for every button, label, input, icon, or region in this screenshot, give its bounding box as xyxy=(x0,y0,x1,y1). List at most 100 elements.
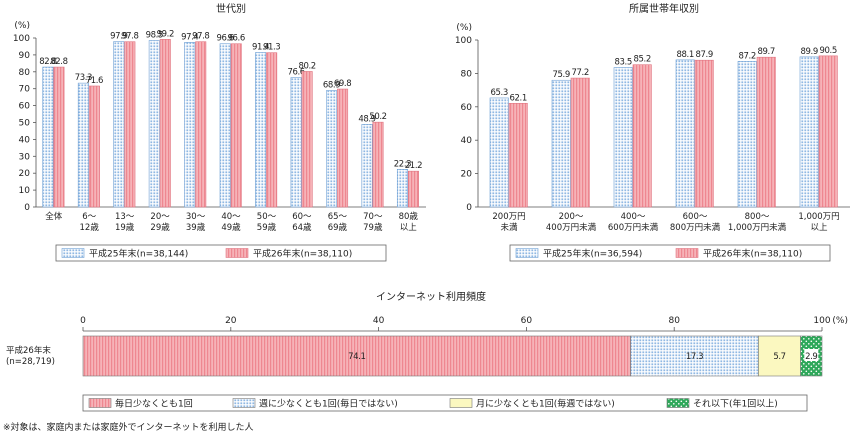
y-tick-label-0: 20 xyxy=(19,169,31,179)
data-label-0-s1-c5: 96.6 xyxy=(228,34,245,44)
bar-1-s0-c2 xyxy=(613,67,633,208)
y-tick-label-1: 20 xyxy=(461,170,473,180)
bar-1-s0-c1 xyxy=(551,79,571,208)
x-tick-label-0: 39歳 xyxy=(186,222,206,233)
x-tick-label-0: 64歳 xyxy=(292,222,312,233)
x-tick-label-0: 29歳 xyxy=(150,222,170,233)
bar-1-s1-c5 xyxy=(818,55,838,208)
bar-0-s0-c1 xyxy=(77,82,89,208)
legend-label-1-0: 平成25年末(n=36,594) xyxy=(543,248,642,260)
x-tick-label-1: 1,000万円未満 xyxy=(728,222,787,233)
x-tick-label-0: 69歳 xyxy=(328,222,348,233)
legend-label-2-2: 月に少なくとも1回(毎週ではない) xyxy=(476,398,615,410)
data-label-0-s1-c8: 69.8 xyxy=(334,79,351,89)
legend-box-0 xyxy=(55,244,387,262)
x-tick-label-0: 19歳 xyxy=(115,222,135,233)
legend-label-2-1: 週に少なくとも1回(毎日ではない) xyxy=(259,398,398,410)
data-label-0-s0-c7: 76.6 xyxy=(287,68,304,78)
data-label-0-s1-c3: 99.2 xyxy=(157,29,174,39)
segment-label-bg-3 xyxy=(804,349,819,361)
data-label-1-s0-c0: 65.3 xyxy=(491,88,508,98)
row-label-2: (n=28,719) xyxy=(6,357,55,367)
data-label-0-s0-c1: 73.3 xyxy=(75,73,92,83)
bar-0-s0-c6 xyxy=(255,52,267,208)
legend-label-2-3: それ以下(年1回以上) xyxy=(693,398,778,410)
y-tick-label-1: 0 xyxy=(466,203,472,213)
bar-1-s0-c0 xyxy=(489,97,509,208)
x-tick-label-1: 800～ xyxy=(745,212,770,222)
y-tick-label-0: 30 xyxy=(19,152,31,162)
bar-1-s0-c3 xyxy=(675,59,695,208)
legend-swatch-0-0 xyxy=(61,248,85,258)
data-label-0-s0-c5: 96.6 xyxy=(217,34,234,44)
x-tick-label-0: 49歳 xyxy=(221,222,241,233)
data-label-1-s1-c2: 85.2 xyxy=(634,55,651,65)
x-tick-label-0: 79歳 xyxy=(363,222,383,233)
data-label-1-s1-c0: 62.1 xyxy=(510,93,527,103)
x-tick-label-1: 200万円 xyxy=(492,212,525,222)
data-label-0-s0-c10: 22.3 xyxy=(394,159,411,169)
x-tick-label-1: 800万円未満 xyxy=(670,222,721,233)
data-label-0-s1-c4: 97.8 xyxy=(192,32,209,42)
data-label-0-s0-c8: 68.9 xyxy=(323,81,340,91)
x-tick-label-2: 60 xyxy=(521,316,533,326)
bar-0-s1-c7 xyxy=(301,71,313,208)
y-tick-label-1: 60 xyxy=(461,103,473,113)
bar-0-s0-c10 xyxy=(396,169,408,208)
legend-swatch-0-1 xyxy=(225,248,249,258)
y-tick-label-0: 50 xyxy=(19,119,31,129)
bar-1-s1-c1 xyxy=(570,77,590,208)
bar-0-s1-c8 xyxy=(337,88,349,208)
row-label-2: 平成26年末 xyxy=(6,345,51,356)
bar-1-s1-c4 xyxy=(756,56,776,208)
legend-box-2 xyxy=(82,394,808,412)
legend-swatch-1-0 xyxy=(515,248,539,258)
bar-0-s0-c2 xyxy=(113,41,125,208)
x-tick-label-1: 600～ xyxy=(683,212,708,222)
x-tick-label-0: 全体 xyxy=(45,211,63,222)
data-label-0-s0-c0: 82.8 xyxy=(39,57,56,67)
y-tick-label-0: 70 xyxy=(19,85,31,95)
bar-1-s0-c5 xyxy=(799,56,819,208)
data-label-1-s1-c3: 87.9 xyxy=(696,50,713,60)
x-tick-label-2: 40 xyxy=(373,316,385,326)
y-tick-label-0: 90 xyxy=(19,51,31,61)
bar-0-s0-c0 xyxy=(42,66,54,208)
data-label-1-s1-c5: 90.5 xyxy=(820,46,837,56)
footnote: ※対象は、家庭内または家庭外でインターネットを利用した人 xyxy=(3,421,254,433)
data-label-1-s1-c1: 77.2 xyxy=(572,68,589,78)
y-tick-label-0: 0 xyxy=(24,203,30,213)
segment-label-2: 5.7 xyxy=(773,352,785,362)
x-tick-label-0: 13～ xyxy=(115,212,135,222)
x-unit-label-2: (%) xyxy=(832,316,848,326)
x-tick-label-0: 20～ xyxy=(150,212,170,222)
stack-segment-1 xyxy=(630,335,759,377)
legend-label-0-1: 平成26年末(n=38,110) xyxy=(253,248,352,260)
data-label-0-s1-c1: 71.6 xyxy=(86,76,103,86)
chart-title-0: 世代別 xyxy=(216,3,246,15)
y-unit-label-0: (%) xyxy=(14,21,30,31)
y-unit-label-1: (%) xyxy=(456,23,472,33)
x-tick-label-0: 80歳 xyxy=(399,211,419,222)
bar-0-s1-c0 xyxy=(53,66,65,208)
y-tick-label-0: 100 xyxy=(13,34,30,44)
data-label-0-s0-c4: 97.4 xyxy=(181,32,198,42)
x-tick-label-1: 400～ xyxy=(621,212,646,222)
data-label-0-s1-c6: 91.3 xyxy=(263,43,280,53)
bar-0-s0-c5 xyxy=(219,43,231,208)
x-tick-label-2: 100 xyxy=(813,316,830,326)
data-label-1-s0-c5: 89.9 xyxy=(801,47,818,57)
bar-0-s0-c9 xyxy=(361,124,373,208)
y-tick-label-0: 80 xyxy=(19,68,31,78)
x-tick-label-1: 400万円未満 xyxy=(546,222,597,233)
bar-0-s1-c9 xyxy=(372,121,384,208)
bar-0-s1-c3 xyxy=(159,39,171,208)
data-label-1-s0-c1: 75.9 xyxy=(553,70,570,80)
y-tick-label-1: 100 xyxy=(455,36,472,46)
bar-0-s1-c2 xyxy=(124,41,136,208)
bar-1-s1-c3 xyxy=(694,59,714,208)
bar-1-s0-c4 xyxy=(737,61,757,208)
legend-swatch-1-1 xyxy=(675,248,699,258)
y-tick-label-0: 10 xyxy=(19,186,31,196)
legend-swatch-2-1 xyxy=(232,398,256,408)
